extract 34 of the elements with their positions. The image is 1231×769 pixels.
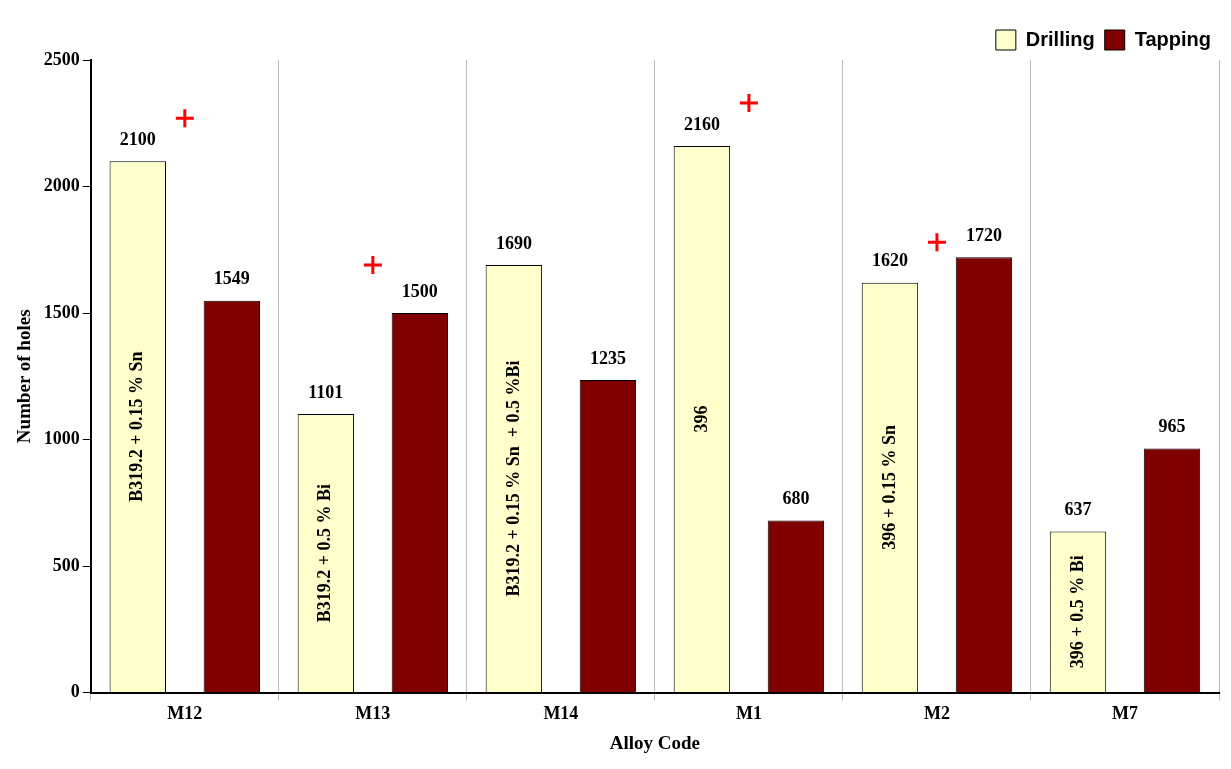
data-label: 1235	[589, 347, 626, 368]
x-tick-label: M13	[355, 703, 391, 724]
legend-label: Drilling	[1025, 27, 1095, 50]
data-label: 1549	[213, 268, 250, 289]
legend-label: Tapping	[1134, 27, 1211, 50]
x-tick-label: M1	[735, 703, 762, 724]
x-tick-label: M12	[167, 703, 203, 724]
annotation: 396 + 0.15 % Sn	[878, 425, 899, 550]
y-tick-label: 1000	[43, 428, 80, 449]
x-axis-title: Alloy Code	[609, 731, 701, 753]
data-label: 1690	[495, 232, 532, 253]
x-tick-label: M2	[923, 703, 950, 724]
annotation: B319.2 + 0.15 % Sn	[126, 351, 147, 502]
y-tick-label: 1500	[43, 301, 80, 322]
y-tick-label: 2000	[43, 175, 80, 196]
y-axis-title: Number of holes	[13, 309, 35, 444]
annotation: B319.2 + 0.5 % Bi	[314, 483, 335, 623]
data-label: 2100	[119, 128, 156, 149]
data-label: 637	[1064, 499, 1092, 520]
x-tick-label: M14	[543, 703, 579, 724]
annotation: 396	[690, 405, 711, 433]
data-label: 680	[782, 488, 810, 509]
data-label: 1500	[401, 280, 438, 301]
data-label: 2160	[683, 113, 720, 134]
data-label: 965	[1158, 416, 1186, 437]
data-label: 1720	[965, 225, 1002, 246]
data-label: 1101	[308, 381, 344, 402]
annotation: B319.2 + 0.15 % Sn + 0.5 %Bi	[502, 360, 523, 597]
y-tick-label: 2500	[43, 48, 80, 69]
x-tick-label: M7	[1111, 703, 1138, 724]
data-label: 1620	[871, 250, 908, 271]
y-tick-label: 0	[70, 681, 80, 702]
y-tick-label: 500	[52, 554, 80, 575]
annotation: 396 + 0.5 % Bi	[1066, 555, 1087, 669]
